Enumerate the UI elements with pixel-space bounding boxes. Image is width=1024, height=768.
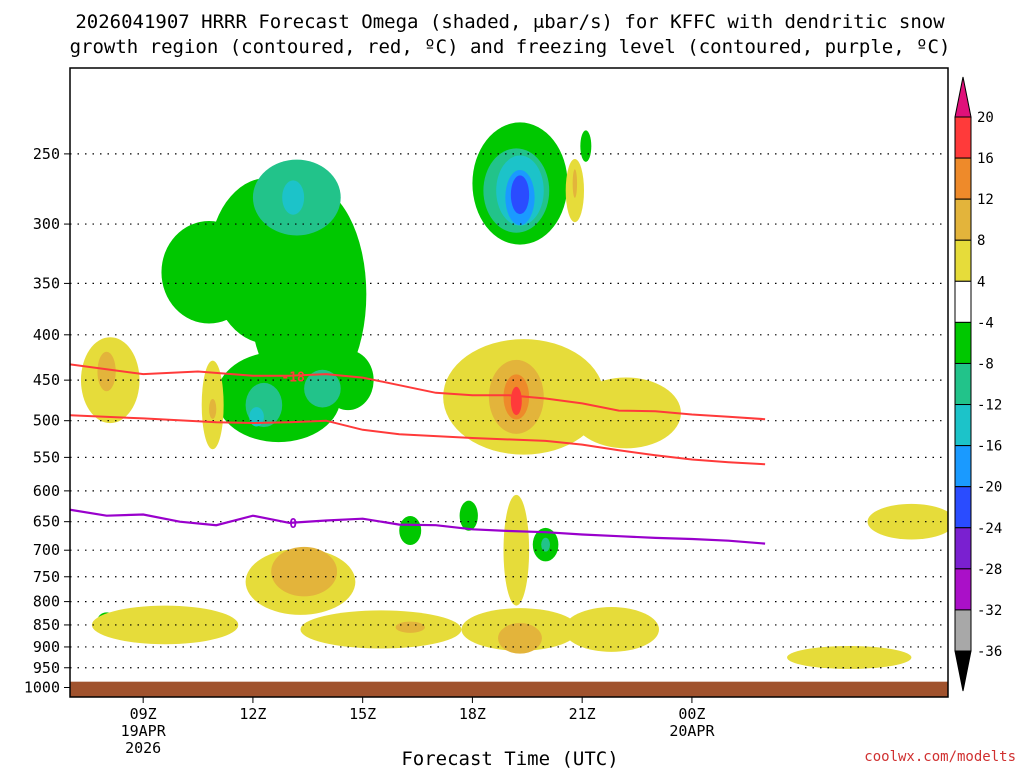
colorbar-label-5: -4 bbox=[977, 315, 994, 331]
y-tick-label-300: 300 bbox=[33, 215, 60, 233]
x-tick-label-15Z: 15Z bbox=[349, 705, 376, 723]
omega-region-36 bbox=[300, 610, 462, 649]
omega-region-40 bbox=[271, 546, 338, 597]
y-tick-label-350: 350 bbox=[33, 274, 60, 292]
y-tick-label-800: 800 bbox=[33, 593, 60, 611]
colorbar-swatch-4 bbox=[954, 280, 972, 323]
omega-region-30 bbox=[503, 494, 530, 606]
omega-region-32 bbox=[572, 169, 578, 198]
omega-region-35 bbox=[91, 605, 239, 645]
omega-region-17 bbox=[459, 500, 478, 531]
contour-layer: -18 0 bbox=[70, 363, 766, 545]
colorbar-label-2: 12 bbox=[977, 192, 994, 208]
colorbar-label-11: -28 bbox=[977, 562, 1002, 578]
colorbar-swatch-3 bbox=[954, 239, 972, 282]
plot-area: -18 0 bbox=[70, 68, 948, 697]
omega-region-7 bbox=[304, 369, 341, 408]
omega-region-16 bbox=[399, 515, 422, 545]
x-tick-label-21Z: 21Z bbox=[569, 705, 596, 723]
colorbar-swatch-5 bbox=[954, 321, 972, 364]
omega-region-22 bbox=[97, 351, 116, 392]
omega-region-2 bbox=[161, 221, 257, 324]
colorbar-swatch-9 bbox=[954, 486, 972, 529]
omega-region-15 bbox=[580, 130, 592, 162]
contour-label-0: -18 bbox=[281, 371, 305, 386]
x-tick-date-09Z: 19APR bbox=[121, 722, 167, 740]
colorbar-label-13: -36 bbox=[977, 644, 1002, 660]
y-tick-label-700: 700 bbox=[33, 541, 60, 559]
colorbar-swatch-10 bbox=[954, 527, 972, 570]
omega-region-42 bbox=[498, 622, 542, 654]
colorbar-swatch-8 bbox=[954, 445, 972, 488]
colorbar-swatch-7 bbox=[954, 404, 972, 447]
colorbar: 20 16 12 8 4 -4 -8 -12 -16 -20 -24 -28 -32 -36 bbox=[954, 76, 1002, 692]
x-tick-label-18Z: 18Z bbox=[459, 705, 486, 723]
colorbar-swatch-11 bbox=[954, 568, 972, 611]
omega-region-41 bbox=[395, 621, 425, 633]
colorbar-top-arrow bbox=[954, 76, 972, 118]
dgz-contour-0 bbox=[70, 363, 766, 421]
omega-region-24 bbox=[209, 399, 217, 419]
y-tick-label-500: 500 bbox=[33, 412, 60, 430]
colorbar-label-3: 8 bbox=[977, 233, 985, 249]
colorbar-label-10: -24 bbox=[977, 521, 1002, 537]
ground-surface bbox=[70, 681, 948, 697]
y-tick-label-950: 950 bbox=[33, 659, 60, 677]
y-tick-label-250: 250 bbox=[33, 145, 60, 163]
plot-frame bbox=[69, 67, 949, 698]
omega-region-38 bbox=[563, 607, 659, 652]
colorbar-swatch-12 bbox=[954, 609, 972, 652]
omega-region-9 bbox=[249, 407, 264, 427]
colorbar-swatch-0 bbox=[954, 116, 972, 159]
colorbar-label-6: -8 bbox=[977, 356, 994, 372]
colorbar-label-0: 20 bbox=[977, 110, 994, 126]
y-tick-label-1000: 1000 bbox=[24, 678, 60, 696]
x-tick-label-09Z: 09Z bbox=[130, 705, 157, 723]
x-tick-label-00Z: 00Z bbox=[678, 705, 705, 723]
x-tick-label-12Z: 12Z bbox=[239, 705, 266, 723]
omega-region-1 bbox=[249, 184, 367, 405]
chart-title-line1: 2026041907 HRRR Forecast Omega (shaded, … bbox=[75, 11, 945, 33]
omega-region-33 bbox=[867, 503, 948, 540]
colorbar-label-1: 16 bbox=[977, 151, 994, 167]
colorbar-bottom-arrow bbox=[954, 650, 972, 692]
omega-region-8 bbox=[282, 180, 305, 215]
colorbar-swatch-1 bbox=[954, 157, 972, 200]
colorbar-label-12: -32 bbox=[977, 603, 1002, 619]
omega-region-29 bbox=[510, 386, 522, 416]
y-tick-label-400: 400 bbox=[33, 326, 60, 344]
dgz-contour-1 bbox=[70, 414, 766, 466]
chart-title-line2: growth region (contoured, red, ºC) and f… bbox=[70, 36, 951, 58]
colorbar-label-9: -20 bbox=[977, 480, 1002, 496]
y-tick-label-550: 550 bbox=[33, 448, 60, 466]
y-tick-label-900: 900 bbox=[33, 638, 60, 656]
y-axis: 250 300 350 400 450 500 550 600 650 700 750 800 850 9… bbox=[24, 145, 70, 696]
omega-region-26 bbox=[571, 377, 681, 449]
x-tick-year-09Z: 2026 bbox=[125, 739, 161, 757]
freezing-level-contour bbox=[70, 508, 766, 545]
colorbar-label-4: 4 bbox=[977, 274, 985, 290]
contour-label-1: 0 bbox=[289, 517, 297, 532]
credit-text: coolwx.com/modelts bbox=[864, 749, 1016, 765]
omega-region-39 bbox=[787, 646, 912, 669]
omega-region-19 bbox=[541, 537, 550, 552]
x-tick-date-00Z: 20APR bbox=[669, 722, 715, 740]
x-axis-label: Forecast Time (UTC) bbox=[401, 748, 618, 768]
y-tick-label-650: 650 bbox=[33, 513, 60, 531]
colorbar-label-7: -12 bbox=[977, 398, 1002, 414]
colorbar-swatch-2 bbox=[954, 198, 972, 241]
colorbar-swatch-6 bbox=[954, 362, 972, 406]
y-tick-label-450: 450 bbox=[33, 371, 60, 389]
y-tick-label-600: 600 bbox=[33, 482, 60, 500]
colorbar-label-8: -16 bbox=[977, 439, 1002, 455]
omega-region-14 bbox=[510, 175, 530, 215]
y-tick-label-850: 850 bbox=[33, 616, 60, 634]
y-tick-label-750: 750 bbox=[33, 568, 60, 586]
